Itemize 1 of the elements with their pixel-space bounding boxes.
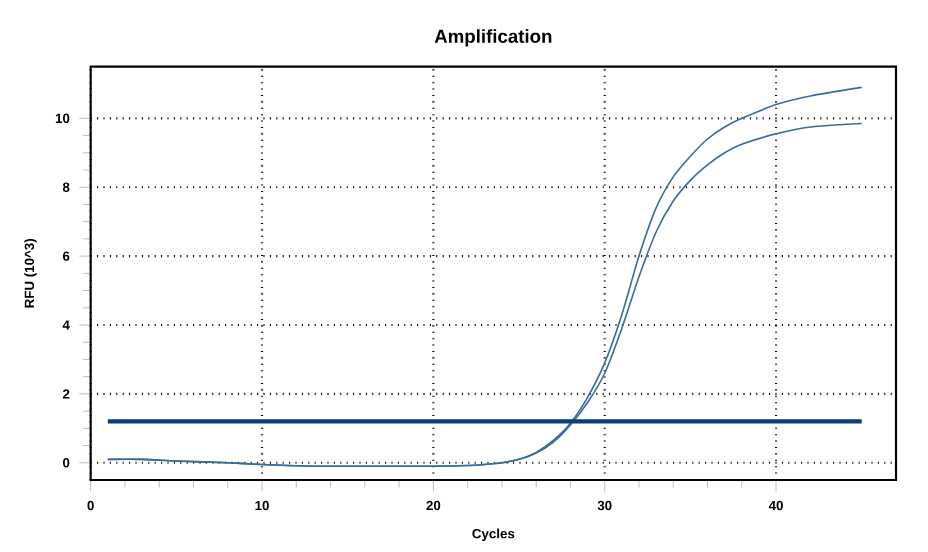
chart-title: Amplification <box>434 29 552 47</box>
